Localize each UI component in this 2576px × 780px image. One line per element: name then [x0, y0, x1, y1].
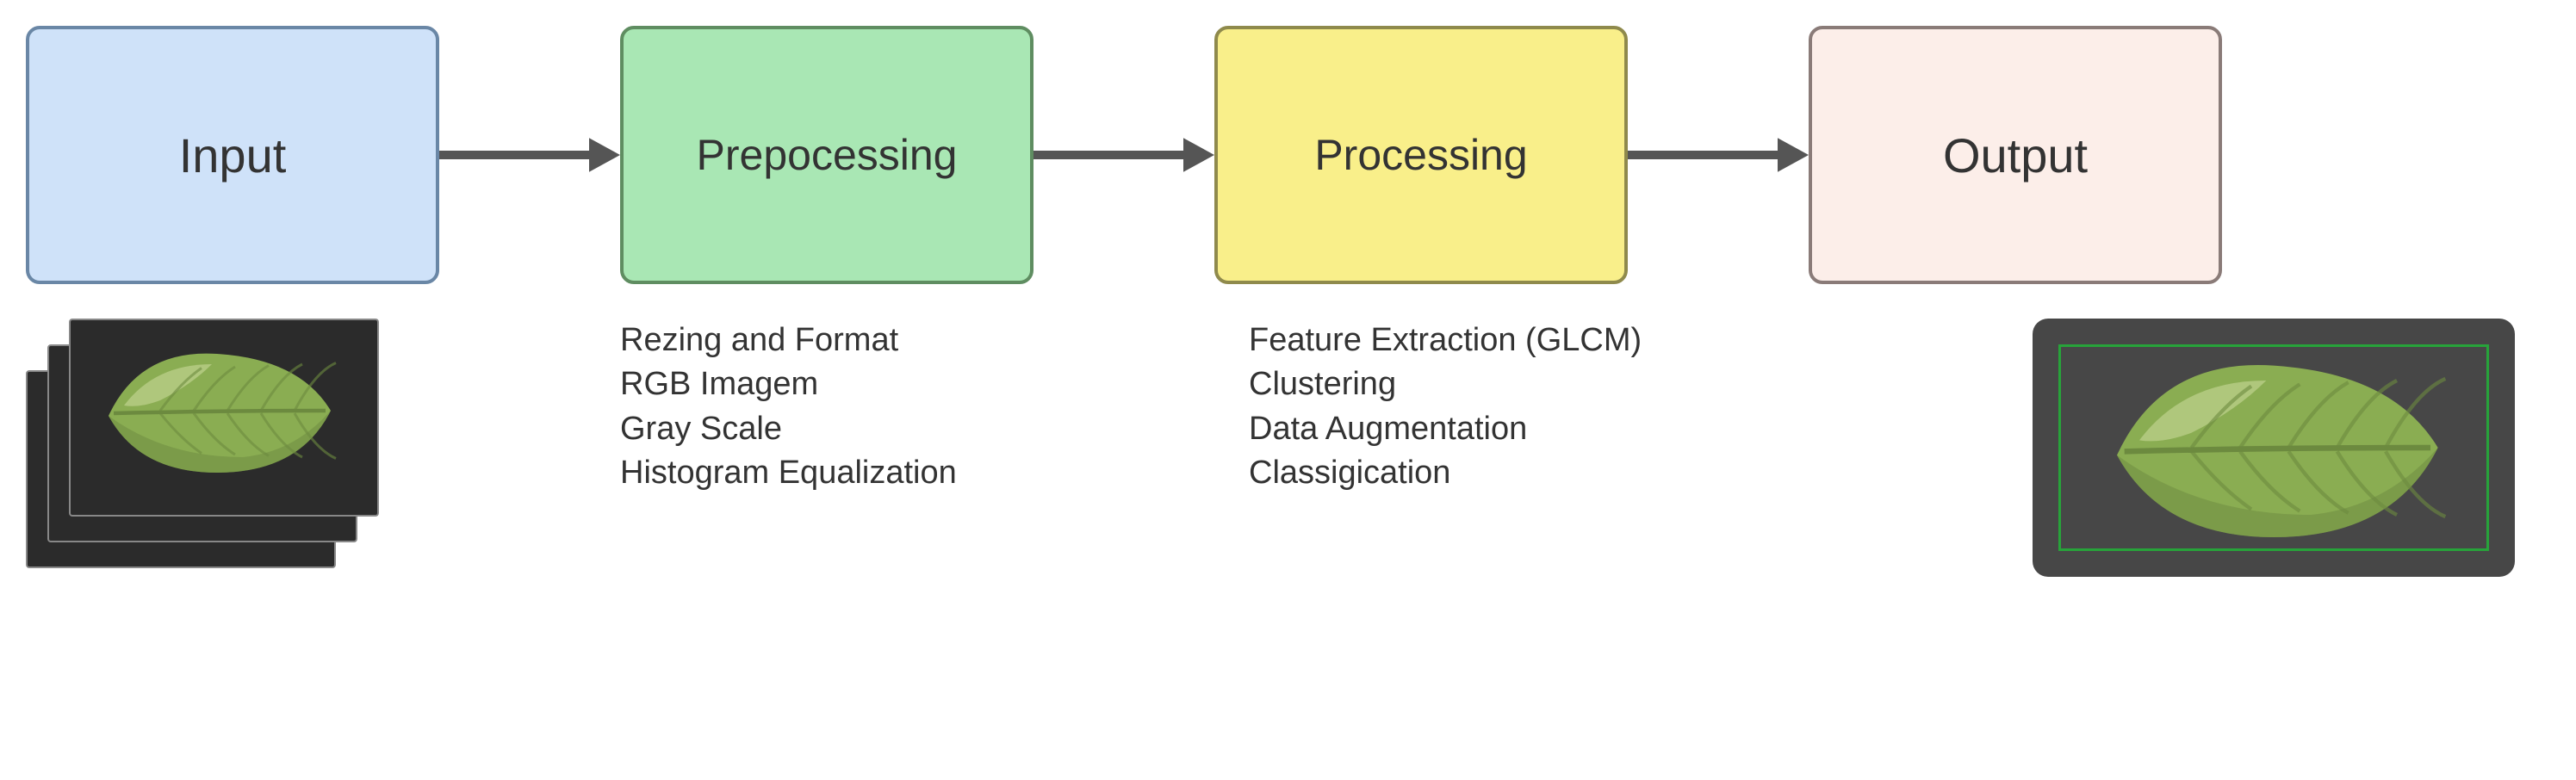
- input-image-stack: [26, 319, 388, 568]
- description-line: Histogram Equalization: [620, 451, 957, 495]
- node-output: Output: [1809, 26, 2222, 284]
- description-row: Rezing and FormatRGB ImagemGray ScaleHis…: [26, 319, 2550, 594]
- description-line: Rezing and Format: [620, 319, 957, 362]
- node-label: Processing: [1314, 130, 1527, 180]
- description-line: Classigication: [1249, 451, 1642, 495]
- description-line: Data Augmentation: [1249, 407, 1642, 451]
- arrow-icon: [1628, 129, 1809, 181]
- leaf-icon: [88, 333, 346, 492]
- arrow-icon: [1034, 129, 1214, 181]
- input-leaf-card: [69, 319, 379, 517]
- description-line: RGB Imagem: [620, 362, 957, 406]
- flow-row: Input Prepocessing Processing Output: [26, 26, 2550, 284]
- bounding-box: [2058, 344, 2489, 551]
- node-label: Input: [179, 127, 287, 183]
- description-line: Clustering: [1249, 362, 1642, 406]
- description-line: Feature Extraction (GLCM): [1249, 319, 1642, 362]
- node-input: Input: [26, 26, 439, 284]
- processing-description: Feature Extraction (GLCM)ClusteringData …: [1249, 319, 1642, 495]
- node-label: Prepocessing: [697, 130, 958, 180]
- pipeline-diagram: Input Prepocessing Processing Output Rezing…: [26, 26, 2550, 594]
- output-image: [2033, 319, 2515, 577]
- preprocessing-description: Rezing and FormatRGB ImagemGray ScaleHis…: [620, 319, 957, 495]
- node-preprocessing: Prepocessing: [620, 26, 1034, 284]
- node-label: Output: [1943, 127, 2088, 183]
- description-line: Gray Scale: [620, 407, 957, 451]
- arrow-icon: [439, 129, 620, 181]
- node-processing: Processing: [1214, 26, 1628, 284]
